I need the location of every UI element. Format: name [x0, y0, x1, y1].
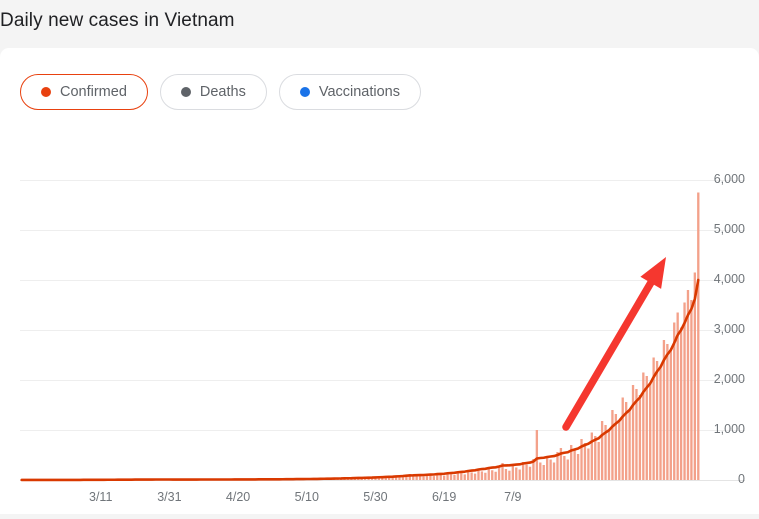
- dot-icon: [180, 87, 191, 97]
- legend-chip-confirmed[interactable]: Confirmed: [20, 74, 148, 110]
- legend-chip-deaths[interactable]: Deaths: [159, 74, 267, 110]
- legend-row: Confirmed Deaths Vaccinations: [20, 74, 421, 110]
- legend-chip-label: Vaccinations: [318, 84, 400, 100]
- legend-chip-label: Confirmed: [60, 84, 127, 100]
- page-title: Daily new cases in Vietnam: [0, 10, 235, 31]
- legend-chip-label: Deaths: [199, 84, 246, 100]
- dot-icon: [299, 87, 310, 97]
- dot-icon: [41, 87, 51, 97]
- chart-card: Confirmed Deaths Vaccinations: [0, 48, 759, 514]
- legend-chip-vaccinations[interactable]: Vaccinations: [278, 74, 421, 110]
